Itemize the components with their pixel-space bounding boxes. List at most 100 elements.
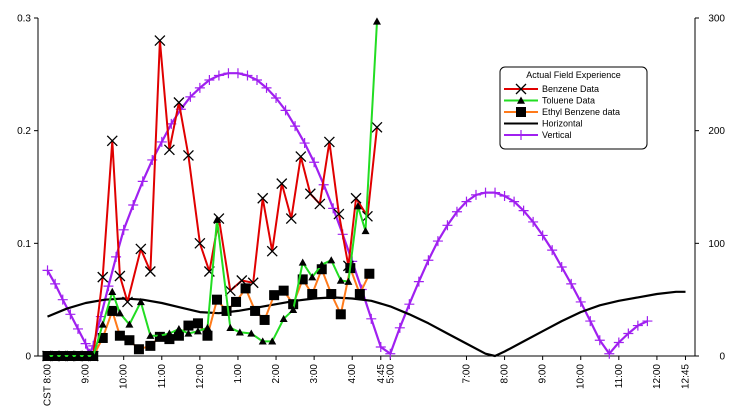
data-point [394,322,405,333]
legend-marker [517,96,525,104]
data-point [43,352,52,360]
data-point [594,335,605,346]
data-point [354,289,365,300]
y-left-tick-label: 0.2 [17,126,31,137]
x-tick-label: 12:45 [680,364,691,389]
data-point [65,309,76,320]
x-tick-label: 11:00 [157,364,168,389]
series-line [47,39,378,357]
legend: Actual Field Experience Benzene Data Tolue… [499,66,648,150]
data-point [155,331,164,339]
data-point [144,266,156,277]
x-tick-label: 12:00 [652,364,663,389]
legend-item: Benzene Data [504,83,599,95]
data-point [299,138,310,149]
series-layer [42,17,686,362]
data-point [184,329,193,337]
x-tick-label: 2:00 [271,364,282,384]
data-point [499,191,510,202]
data-point [124,335,135,346]
series-horizontal [47,290,686,358]
data-point [259,314,270,325]
data-point [114,330,125,341]
data-point [344,277,353,285]
data-point [333,208,345,220]
data-point [247,329,256,337]
legend-label: Toluene Data [542,96,595,106]
data-point [66,352,75,360]
data-point [404,299,415,310]
data-point [50,278,61,289]
data-point [252,74,262,85]
legend-title: Actual Field Experience [526,70,621,80]
data-point [80,338,91,349]
data-point [613,337,624,348]
legend-label: Horizontal [542,119,583,129]
legend-item: Ethyl Benzene data [504,107,620,117]
x-tick-label: CST 8:00 [43,364,54,406]
data-point [278,285,289,296]
data-point [221,305,232,316]
x-tick-label: 3:00 [309,364,320,384]
y-right-tick-label: 200 [708,126,725,137]
data-point [423,255,434,266]
data-point [192,318,203,329]
data-point [268,337,277,345]
data-point [182,149,194,161]
data-point [575,296,586,307]
data-point [309,157,320,168]
data-point [203,323,212,332]
data-point [98,320,107,328]
data-point [118,224,129,235]
data-point [146,331,155,339]
data-point [364,268,375,279]
data-point [385,348,396,359]
data-point [336,276,345,284]
data-point [361,210,373,222]
data-point [327,256,336,264]
data-point [250,305,261,316]
data-point [226,323,235,332]
legend-marker [516,107,526,117]
x-tick-label: 1:00 [233,364,244,384]
data-point [350,192,362,204]
data-point [269,290,280,301]
data-point [371,121,383,133]
data-point [271,92,282,103]
data-point [154,35,166,46]
data-point [432,236,443,247]
data-point [604,348,615,359]
legend-box [499,66,648,150]
data-point [193,327,202,335]
data-point [556,261,567,272]
data-point [314,198,326,210]
legend-item: Horizontal [504,119,583,129]
x-tick-label: 10:00 [119,364,130,389]
data-point [103,281,114,292]
x-tick-label: 9:00 [538,364,549,384]
data-point [97,271,109,283]
data-point [194,237,206,249]
axes-layer: 0 0.1 0.2 0.3 0 100 200 300 CST 8:00 9:00 10:00 11:… [17,14,725,406]
data-point [235,328,244,336]
y-right-tick-label: 300 [708,14,725,25]
data-point [73,352,82,360]
data-point [212,294,223,305]
legend-item: Toluene Data [504,96,595,106]
data-point [623,328,634,339]
x-tick-label: 4:00 [347,364,358,384]
legend-label: Ethyl Benzene data [542,107,620,117]
data-point [125,320,134,328]
data-point [285,213,297,225]
data-point [145,340,156,351]
data-point [317,260,326,268]
data-point [89,352,98,360]
data-point [156,136,167,147]
data-point [298,258,307,266]
data-point [135,243,147,255]
data-point [57,294,68,305]
data-point [72,323,83,334]
data-point [289,305,298,314]
x-tick-label: 8:00 [500,364,511,384]
